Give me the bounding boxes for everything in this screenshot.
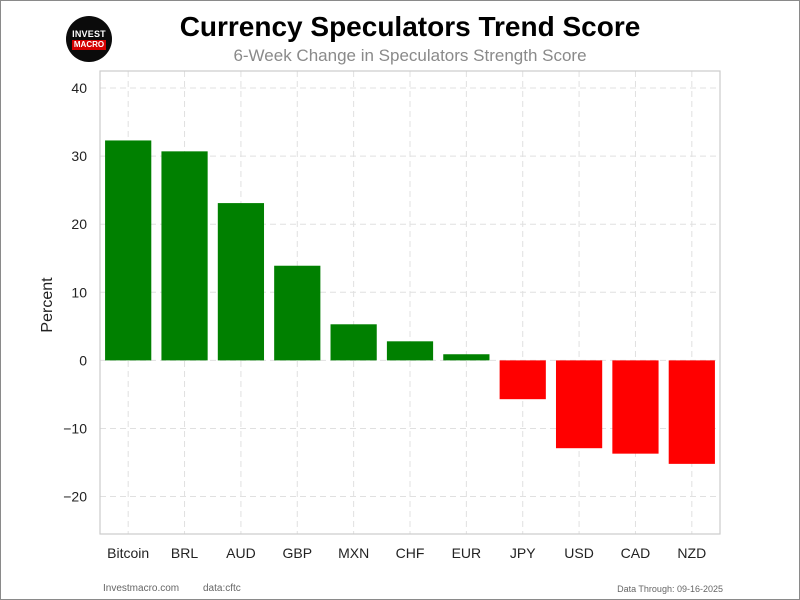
- x-tick-label: NZD: [677, 545, 706, 561]
- bar-cad: [612, 360, 659, 454]
- y-axis-label: Percent: [39, 277, 56, 333]
- x-tick-label: CAD: [621, 545, 651, 561]
- x-tick-label: Bitcoin: [107, 545, 149, 561]
- y-tick-label: 10: [71, 284, 87, 300]
- bar-mxn: [330, 324, 377, 361]
- y-tick-label: 20: [71, 216, 87, 232]
- y-tick-label: −10: [63, 420, 87, 436]
- y-tick-label: 0: [79, 352, 87, 368]
- axes-frame: [99, 70, 721, 535]
- bar-chf: [386, 341, 434, 361]
- x-tick-label: AUD: [226, 545, 256, 561]
- x-tick-label: GBP: [282, 545, 312, 561]
- chart-title: Currency Speculators Trend Score: [179, 11, 641, 42]
- investmacro-logo: INVEST MACRO: [66, 16, 112, 62]
- bar-brl: [161, 151, 208, 361]
- bar-bitcoin: [105, 140, 152, 361]
- x-tick-label: BRL: [171, 545, 198, 561]
- bar-eur: [443, 354, 490, 361]
- y-tick-label: 40: [71, 80, 87, 96]
- bars: [105, 140, 715, 464]
- bar-aud: [217, 203, 265, 361]
- footer-source: data:cftc: [203, 583, 241, 594]
- bar-gbp: [274, 265, 321, 361]
- y-tick-label: −20: [63, 489, 87, 505]
- bar-usd: [555, 360, 603, 449]
- bar-nzd: [668, 360, 715, 464]
- bar-jpy: [499, 360, 546, 400]
- logo-text-bottom: MACRO: [71, 39, 107, 50]
- footer-site: Investmacro.com: [103, 583, 180, 594]
- x-tick-label: USD: [564, 545, 594, 561]
- chart-subtitle: 6-Week Change in Speculators Strength Sc…: [233, 46, 587, 65]
- footer-data-through: Data Through: 09-16-2025: [617, 584, 723, 594]
- x-tick-label: MXN: [338, 545, 369, 561]
- y-tick-label: 30: [71, 148, 87, 164]
- x-tick-labels: Bitcoin BRL AUD GBP MXN CHF EUR JPY USD CAD NZD: [107, 545, 706, 561]
- x-tick-label: EUR: [452, 545, 482, 561]
- logo-text-top: INVEST: [72, 28, 106, 39]
- x-tick-label: CHF: [396, 545, 425, 561]
- x-tick-label: JPY: [510, 545, 536, 561]
- y-tick-labels: −20 −10 0 10 20 30 40: [63, 80, 87, 505]
